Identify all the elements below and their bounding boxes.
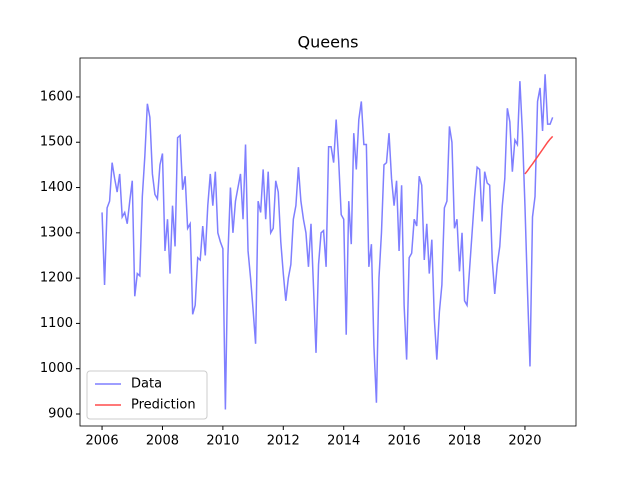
- y-tick-label: 1600: [40, 89, 73, 104]
- y-tick-label: 1300: [40, 225, 73, 240]
- y-tick-label: 1500: [40, 135, 73, 150]
- legend-label: Prediction: [131, 398, 196, 413]
- x-tick-label: 2008: [146, 434, 179, 449]
- y-tick-label: 1200: [40, 271, 73, 286]
- x-tick-label: 2012: [267, 434, 300, 449]
- chart-title: Queens: [298, 33, 359, 52]
- x-tick-label: 2020: [508, 434, 541, 449]
- x-tick-label: 2010: [206, 434, 239, 449]
- legend-box: [86, 370, 208, 420]
- data-line: [524, 135, 554, 175]
- x-tick-label: 2016: [388, 434, 421, 449]
- x-tick-label: 2014: [327, 434, 360, 449]
- plot-frame: [79, 57, 577, 427]
- x-tick-label: 2018: [448, 434, 481, 449]
- y-tick-label: 1000: [40, 361, 73, 376]
- x-tick-label: 2006: [86, 434, 119, 449]
- legend-label: Data: [131, 377, 162, 392]
- y-tick-label: 900: [48, 406, 73, 421]
- data-line: [101, 74, 554, 410]
- y-tick-label: 1400: [40, 180, 73, 195]
- y-tick-label: 1100: [40, 316, 73, 331]
